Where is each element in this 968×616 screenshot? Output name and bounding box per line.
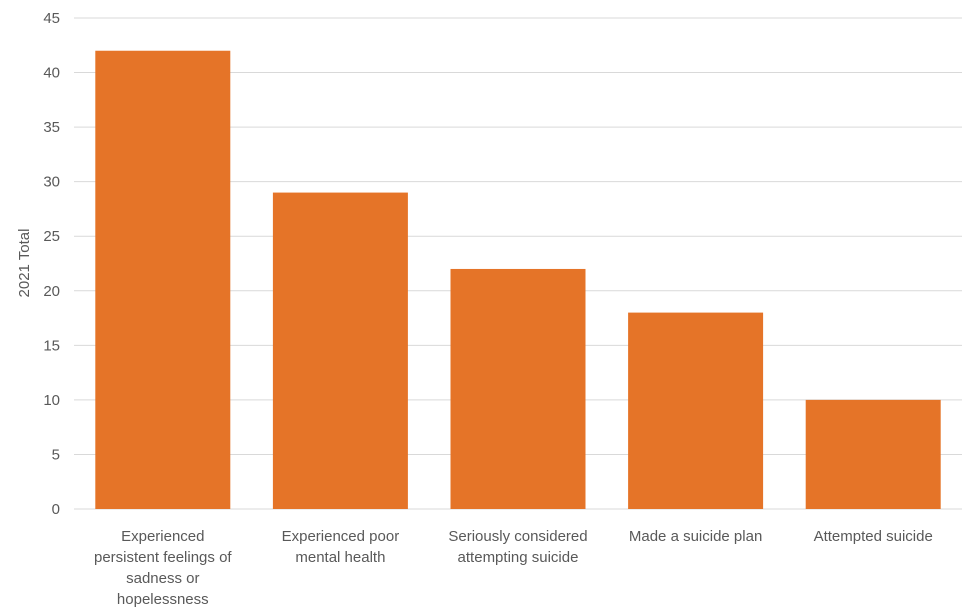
x-category-label: Attempted suicide bbox=[814, 528, 933, 545]
x-category-label: Seriously considered attempting suicide bbox=[448, 528, 587, 566]
bar bbox=[272, 192, 408, 510]
y-tick-label: 25 bbox=[43, 228, 60, 245]
y-tick-label: 10 bbox=[43, 392, 60, 409]
x-axis-labels: Experienced persistent feelings of sadness… bbox=[94, 528, 933, 608]
y-axis-ticks: 0 5 10 15 20 25 30 35 40 45 bbox=[43, 10, 60, 518]
bar bbox=[95, 50, 231, 509]
y-tick-label: 45 bbox=[43, 10, 60, 27]
y-tick-label: 15 bbox=[43, 337, 60, 354]
x-category-label: Made a suicide plan bbox=[629, 528, 762, 545]
bar bbox=[805, 399, 941, 509]
bar bbox=[450, 268, 586, 509]
x-category-label: Experienced persistent feelings of sadness… bbox=[94, 528, 232, 608]
y-tick-label: 5 bbox=[52, 446, 60, 463]
y-tick-label: 40 bbox=[43, 65, 60, 82]
y-tick-label: 20 bbox=[43, 283, 60, 300]
bar bbox=[628, 312, 764, 509]
y-tick-label: 30 bbox=[43, 174, 60, 191]
x-category-label: Experienced poor mental health bbox=[282, 528, 400, 566]
bars bbox=[95, 50, 941, 510]
y-tick-label: 35 bbox=[43, 119, 60, 136]
y-axis-title: 2021 Total bbox=[16, 229, 33, 298]
y-tick-label: 0 bbox=[52, 501, 60, 518]
